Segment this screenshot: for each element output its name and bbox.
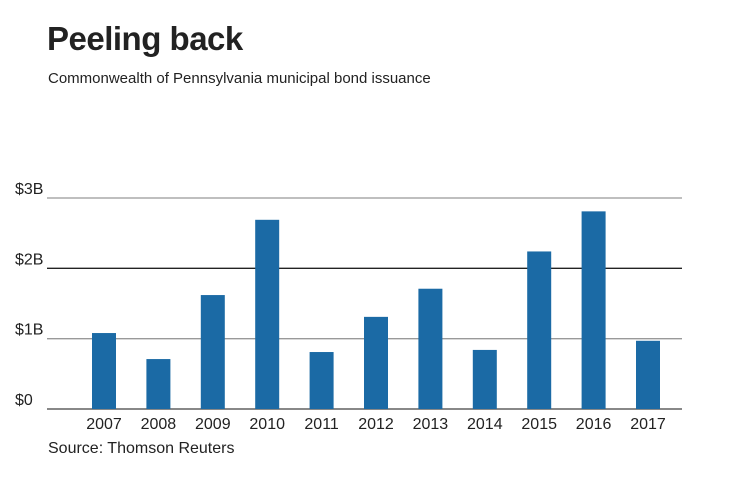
bar-2014 [472, 349, 497, 409]
x-tick-label: 2017 [630, 416, 666, 433]
y-tick-label: $3B [15, 181, 43, 198]
bar-2007 [92, 333, 116, 409]
bar-2011 [309, 352, 334, 409]
y-tick-label: $1B [15, 322, 43, 339]
bar-2009 [200, 295, 225, 409]
x-tick-label: 2009 [195, 416, 231, 433]
x-tick-label: 2008 [141, 416, 177, 433]
x-tick-label: 2013 [413, 416, 449, 433]
y-tick-label: $2B [15, 251, 43, 268]
chart-subtitle: Commonwealth of Pennsylvania municipal b… [48, 70, 431, 87]
x-tick-label: 2015 [521, 416, 557, 433]
x-tick-label: 2011 [304, 416, 339, 433]
x-tick-label: 2014 [467, 416, 503, 433]
bar-2016 [581, 211, 606, 409]
y-tick-label: $0 [15, 392, 33, 409]
x-tick-label: 2007 [86, 416, 122, 433]
x-tick-label: 2016 [576, 416, 612, 433]
x-tick-label: 2012 [358, 416, 394, 433]
bar-2015 [527, 251, 552, 409]
chart-source: Source: Thomson Reuters [48, 440, 235, 457]
bar-2017 [636, 340, 660, 409]
bar-2008 [146, 359, 171, 409]
bar-2013 [418, 288, 443, 409]
chart-title: Peeling back [47, 20, 243, 57]
bar-2010 [255, 219, 280, 409]
x-tick-label: 2010 [249, 416, 285, 433]
bar-2012 [364, 316, 388, 409]
